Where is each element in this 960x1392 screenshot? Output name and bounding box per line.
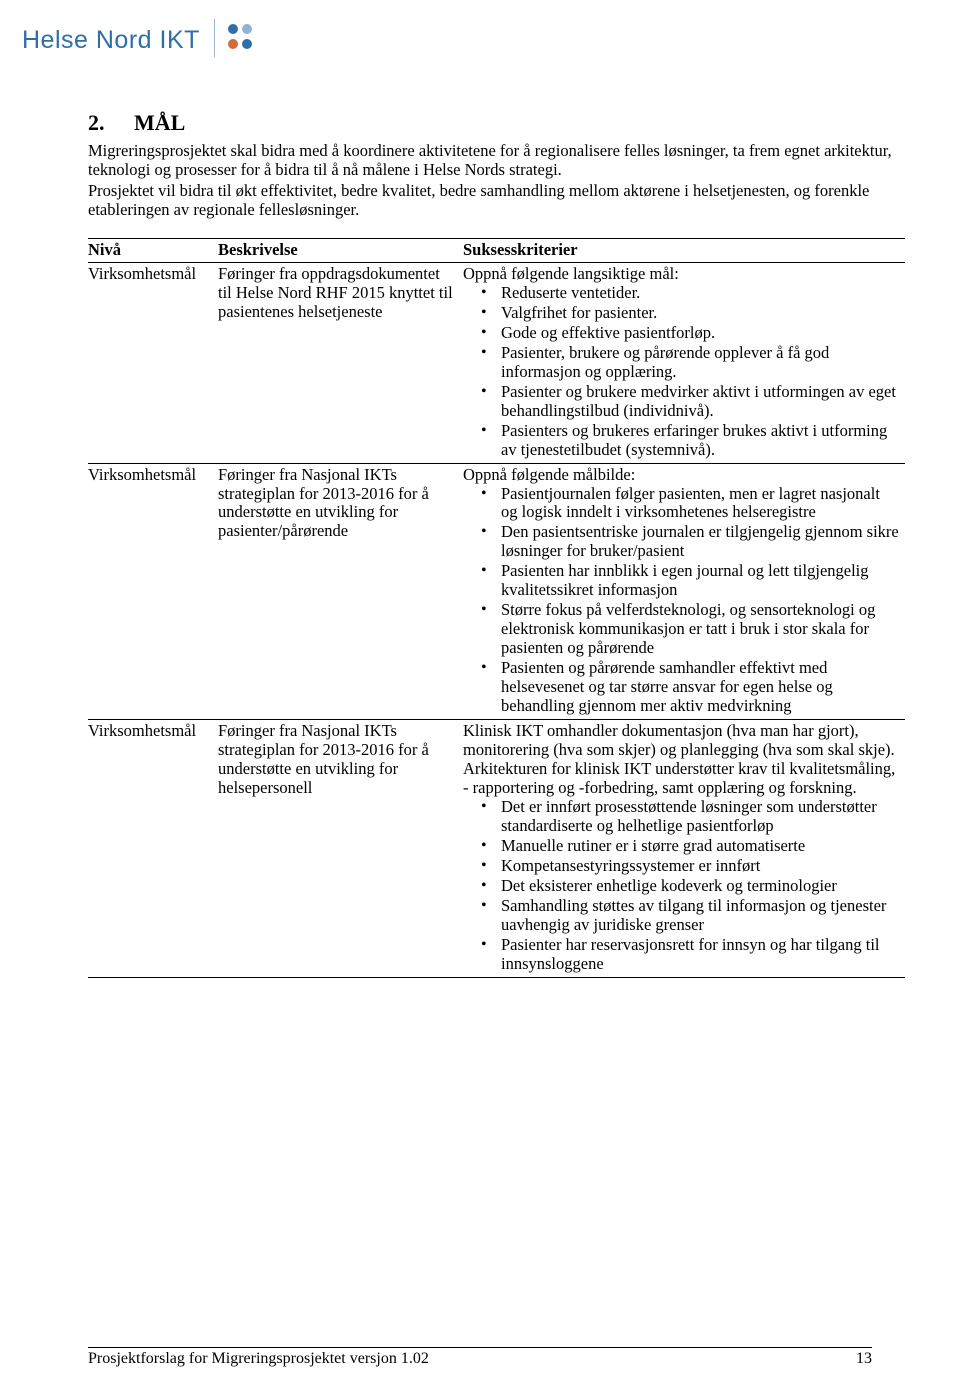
list-item: Pasienten har innblikk i egen journal og… [463, 562, 899, 600]
table-row: VirksomhetsmålFøringer fra Nasjonal IKTs… [88, 463, 905, 720]
list-item: Pasienter og brukere medvirker aktivt i … [463, 383, 899, 421]
th-suksesskriterier: Suksesskriterier [463, 238, 905, 262]
list-item: Reduserte ventetider. [463, 284, 899, 303]
cell-suksesskriterier: Oppnå følgende langsiktige mål:Reduserte… [463, 262, 905, 463]
list-item: Pasienter har reservasjonsrett for innsy… [463, 936, 899, 974]
list-item: Kompetansestyringssystemer er innført [463, 857, 899, 876]
intro-paragraph-2: Prosjektet vil bidra til økt effektivite… [88, 182, 905, 220]
page-header: Helse Nord IKT [0, 0, 960, 62]
list-item: Den pasientsentriske journalen er tilgje… [463, 523, 899, 561]
list-item: Større fokus på velferdsteknologi, og se… [463, 601, 899, 658]
suksess-intro: Oppnå følgende langsiktige mål: [463, 265, 899, 284]
document-body: 2.MÅL Migreringsprosjektet skal bidra me… [0, 110, 960, 978]
goals-table: Nivå Beskrivelse Suksesskriterier Virkso… [88, 238, 905, 978]
footer-text: Prosjektforslag for Migreringsprosjektet… [88, 1350, 429, 1368]
suksess-intro: Oppnå følgende målbilde: [463, 466, 899, 485]
page-footer: Prosjektforslag for Migreringsprosjektet… [0, 1347, 960, 1368]
list-item: Gode og effektive pasientforløp. [463, 324, 899, 343]
cell-beskrivelse: Føringer fra Nasjonal IKTs strategiplan … [218, 720, 463, 978]
cell-suksesskriterier: Klinisk IKT omhandler dokumentasjon (hva… [463, 720, 905, 978]
list-item: Pasientjournalen følger pasienten, men e… [463, 485, 899, 523]
section-heading: 2.MÅL [88, 110, 905, 136]
list-item: Valgfrihet for pasienter. [463, 304, 899, 323]
th-beskrivelse: Beskrivelse [218, 238, 463, 262]
suksess-bullet-list: Pasientjournalen følger pasienten, men e… [463, 485, 899, 717]
cell-niva: Virksomhetsmål [88, 463, 218, 720]
list-item: Manuelle rutiner er i større grad automa… [463, 837, 899, 856]
cell-niva: Virksomhetsmål [88, 720, 218, 978]
cell-niva: Virksomhetsmål [88, 262, 218, 463]
section-title-text: MÅL [134, 110, 185, 135]
cell-beskrivelse: Føringer fra oppdragsdokumentet til Hels… [218, 262, 463, 463]
table-row: VirksomhetsmålFøringer fra Nasjonal IKTs… [88, 720, 905, 978]
list-item: Samhandling støttes av tilgang til infor… [463, 897, 899, 935]
list-item: Pasienten og pårørende samhandler effekt… [463, 659, 899, 716]
list-item: Pasienter, brukere og pårørende opplever… [463, 344, 899, 382]
logo-icon [214, 19, 260, 62]
logo-text: Helse Nord IKT [22, 26, 200, 55]
suksess-bullet-list: Reduserte ventetider.Valgfrihet for pasi… [463, 284, 899, 460]
list-item: Det eksisterer enhetlige kodeverk og ter… [463, 877, 899, 896]
cell-suksesskriterier: Oppnå følgende målbilde:Pasientjournalen… [463, 463, 905, 720]
suksess-intro: Klinisk IKT omhandler dokumentasjon (hva… [463, 722, 899, 798]
section-number: 2. [88, 110, 134, 136]
page-number: 13 [856, 1350, 872, 1368]
table-row: VirksomhetsmålFøringer fra oppdragsdokum… [88, 262, 905, 463]
list-item: Pasienters og brukeres erfaringer brukes… [463, 422, 899, 460]
th-niva: Nivå [88, 238, 218, 262]
list-item: Det er innført prosesstøttende løsninger… [463, 798, 899, 836]
intro-paragraph-1: Migreringsprosjektet skal bidra med å ko… [88, 142, 905, 180]
cell-beskrivelse: Føringer fra Nasjonal IKTs strategiplan … [218, 463, 463, 720]
suksess-bullet-list: Det er innført prosesstøttende løsninger… [463, 798, 899, 974]
